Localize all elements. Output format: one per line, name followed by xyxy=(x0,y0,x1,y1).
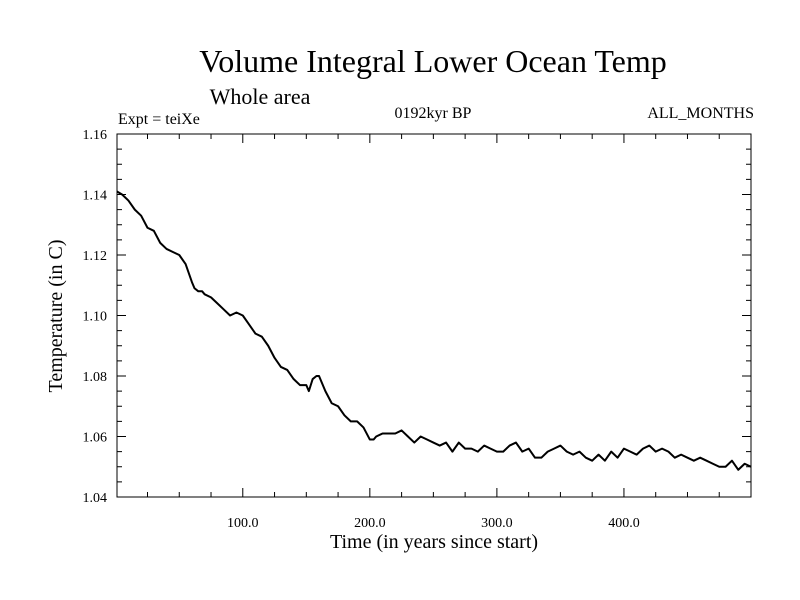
y-tick-label: 1.12 xyxy=(83,249,108,264)
y-axis-ticks: 1.04 1.06 1.08 1.10 1.12 1.14 1.16 xyxy=(83,128,751,506)
chart-subtitle: Whole area xyxy=(210,84,311,109)
x-tick-label: 100.0 xyxy=(227,516,259,531)
y-tick-label: 1.04 xyxy=(83,491,108,506)
period-note: 0192kyr BP xyxy=(395,105,472,122)
experiment-note: Expt = teiXe xyxy=(118,111,200,128)
x-tick-label: 400.0 xyxy=(608,516,640,531)
y-tick-label: 1.14 xyxy=(83,189,108,204)
x-axis-label: Time (in years since start) xyxy=(330,531,538,553)
y-tick-label: 1.08 xyxy=(83,370,108,385)
x-tick-label: 200.0 xyxy=(354,516,386,531)
y-tick-label: 1.16 xyxy=(83,128,108,143)
x-axis-ticks: 100.0 200.0 300.0 400.0 xyxy=(146,134,720,531)
months-note: ALL_MONTHS xyxy=(647,105,754,122)
y-tick-label: 1.06 xyxy=(83,431,108,446)
series-line xyxy=(116,190,752,471)
series-layer xyxy=(116,190,752,471)
y-tick-label: 1.10 xyxy=(83,310,108,325)
x-tick-label: 300.0 xyxy=(481,516,513,531)
y-axis-label: Temperature (in C) xyxy=(45,240,67,393)
chart-title: Volume Integral Lower Ocean Temp xyxy=(199,43,667,79)
